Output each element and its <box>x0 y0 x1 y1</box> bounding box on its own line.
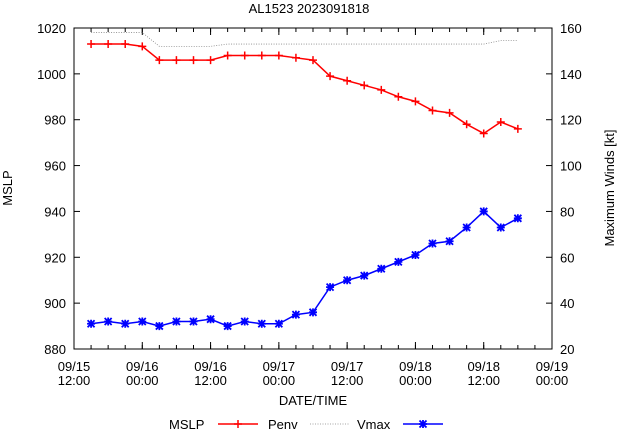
data-point-vmax <box>343 276 352 285</box>
y-tick-label: 1020 <box>37 21 66 36</box>
series-line-penv <box>91 32 518 47</box>
x-tick-label: 09/16 <box>126 359 159 374</box>
x-tick-label: 00:00 <box>263 373 296 388</box>
data-point-vmax <box>496 223 505 232</box>
data-point-vmax <box>257 319 266 328</box>
x-tick-label: 12:00 <box>331 373 364 388</box>
data-point-mslp <box>445 108 454 117</box>
data-point-vmax <box>394 257 403 267</box>
data-point-vmax <box>445 237 454 246</box>
data-point-mslp <box>121 40 130 49</box>
y-tick-label: 980 <box>44 113 66 128</box>
x-tick-label: 09/18 <box>399 359 432 374</box>
legend-label-mslp: MSLP <box>169 417 204 432</box>
data-point-mslp <box>206 56 215 65</box>
y2-tick-label: 140 <box>560 67 582 82</box>
x-tick-label: 00:00 <box>536 373 569 388</box>
y-tick-label: 960 <box>44 159 66 174</box>
data-point-vmax <box>291 310 301 319</box>
data-point-mslp <box>428 106 437 115</box>
data-point-mslp <box>257 51 266 60</box>
y-tick-label: 880 <box>44 342 66 357</box>
data-point-mslp <box>309 56 317 65</box>
data-point-vmax <box>325 282 335 292</box>
x-tick-label: 09/19 <box>536 359 569 374</box>
legend-label-penv: Penv <box>268 417 298 432</box>
data-point-vmax <box>104 317 113 326</box>
x-axis-label: DATE/TIME <box>279 393 348 408</box>
y2-tick-label: 40 <box>560 296 574 311</box>
series-line-mslp <box>91 43 519 135</box>
data-point-mslp <box>326 72 335 81</box>
data-point-mslp <box>394 92 403 101</box>
data-point-mslp <box>155 56 164 65</box>
data-point-mslp <box>513 124 522 133</box>
x-tick-label: 09/16 <box>194 359 227 374</box>
data-point-mslp <box>104 40 113 49</box>
y2-tick-label: 100 <box>560 159 582 174</box>
data-point-mslp <box>223 51 232 60</box>
data-point-vmax <box>138 317 147 326</box>
data-point-vmax <box>377 264 386 273</box>
y-tick-label: 900 <box>44 296 66 311</box>
plot-frame <box>73 27 553 350</box>
data-point-mslp <box>360 81 369 90</box>
data-point-vmax <box>479 207 488 216</box>
y2-tick-label: 20 <box>560 342 574 357</box>
legend-marker-vmax <box>418 419 428 429</box>
data-point-vmax <box>360 271 369 280</box>
x-tick-label: 09/17 <box>331 359 364 374</box>
data-point-mslp <box>377 85 386 94</box>
data-point-mslp <box>479 129 488 138</box>
y2-tick-label: 160 <box>560 21 582 36</box>
chart-title: AL1523 2023091818 <box>249 1 370 16</box>
data-point-vmax <box>206 315 215 324</box>
data-point-vmax <box>462 223 471 232</box>
data-point-mslp <box>343 76 352 85</box>
y-axis-label: MSLP <box>0 170 15 205</box>
x-tick-label: 09/18 <box>467 359 500 374</box>
data-point-mslp <box>496 118 505 127</box>
data-point-mslp <box>240 51 249 60</box>
data-point-vmax <box>155 321 164 331</box>
data-point-vmax <box>274 319 283 328</box>
y-tick-label: 940 <box>44 204 66 219</box>
y2-axis-label: Maximum Winds [kt] <box>602 129 617 246</box>
data-point-vmax <box>121 319 130 328</box>
data-point-vmax <box>172 317 181 326</box>
data-point-vmax <box>428 239 437 248</box>
data-point-vmax <box>513 214 522 223</box>
data-point-vmax <box>86 319 96 328</box>
data-point-vmax <box>189 317 198 326</box>
data-point-vmax <box>308 308 318 317</box>
x-tick-label: 00:00 <box>126 373 159 388</box>
data-point-mslp <box>172 56 181 65</box>
y-tick-label: 920 <box>44 250 66 265</box>
data-point-mslp <box>189 56 198 65</box>
x-tick-label: 12:00 <box>58 373 91 388</box>
x-tick-label: 09/15 <box>58 359 91 374</box>
y2-tick-label: 80 <box>560 204 574 219</box>
data-point-vmax <box>411 250 420 260</box>
data-point-mslp <box>87 40 96 49</box>
data-point-mslp <box>411 97 420 106</box>
x-tick-label: 09/17 <box>263 359 296 374</box>
data-point-mslp <box>138 42 147 51</box>
legend-label-vmax: Vmax <box>357 417 391 432</box>
legend-marker-mslp <box>234 420 242 428</box>
x-tick-label: 00:00 <box>399 373 432 388</box>
data-point-vmax <box>223 321 232 331</box>
y2-tick-label: 120 <box>560 113 582 128</box>
y-tick-label: 1000 <box>37 67 66 82</box>
y2-tick-label: 60 <box>560 250 574 265</box>
x-tick-label: 12:00 <box>194 373 227 388</box>
data-point-mslp <box>291 53 300 62</box>
data-point-vmax <box>240 317 249 326</box>
x-tick-label: 12:00 <box>467 373 500 388</box>
data-point-mslp <box>462 120 471 129</box>
legend: MSLP Penv Vmax <box>169 417 443 432</box>
data-point-mslp <box>274 51 283 60</box>
series-line-vmax <box>90 210 519 327</box>
